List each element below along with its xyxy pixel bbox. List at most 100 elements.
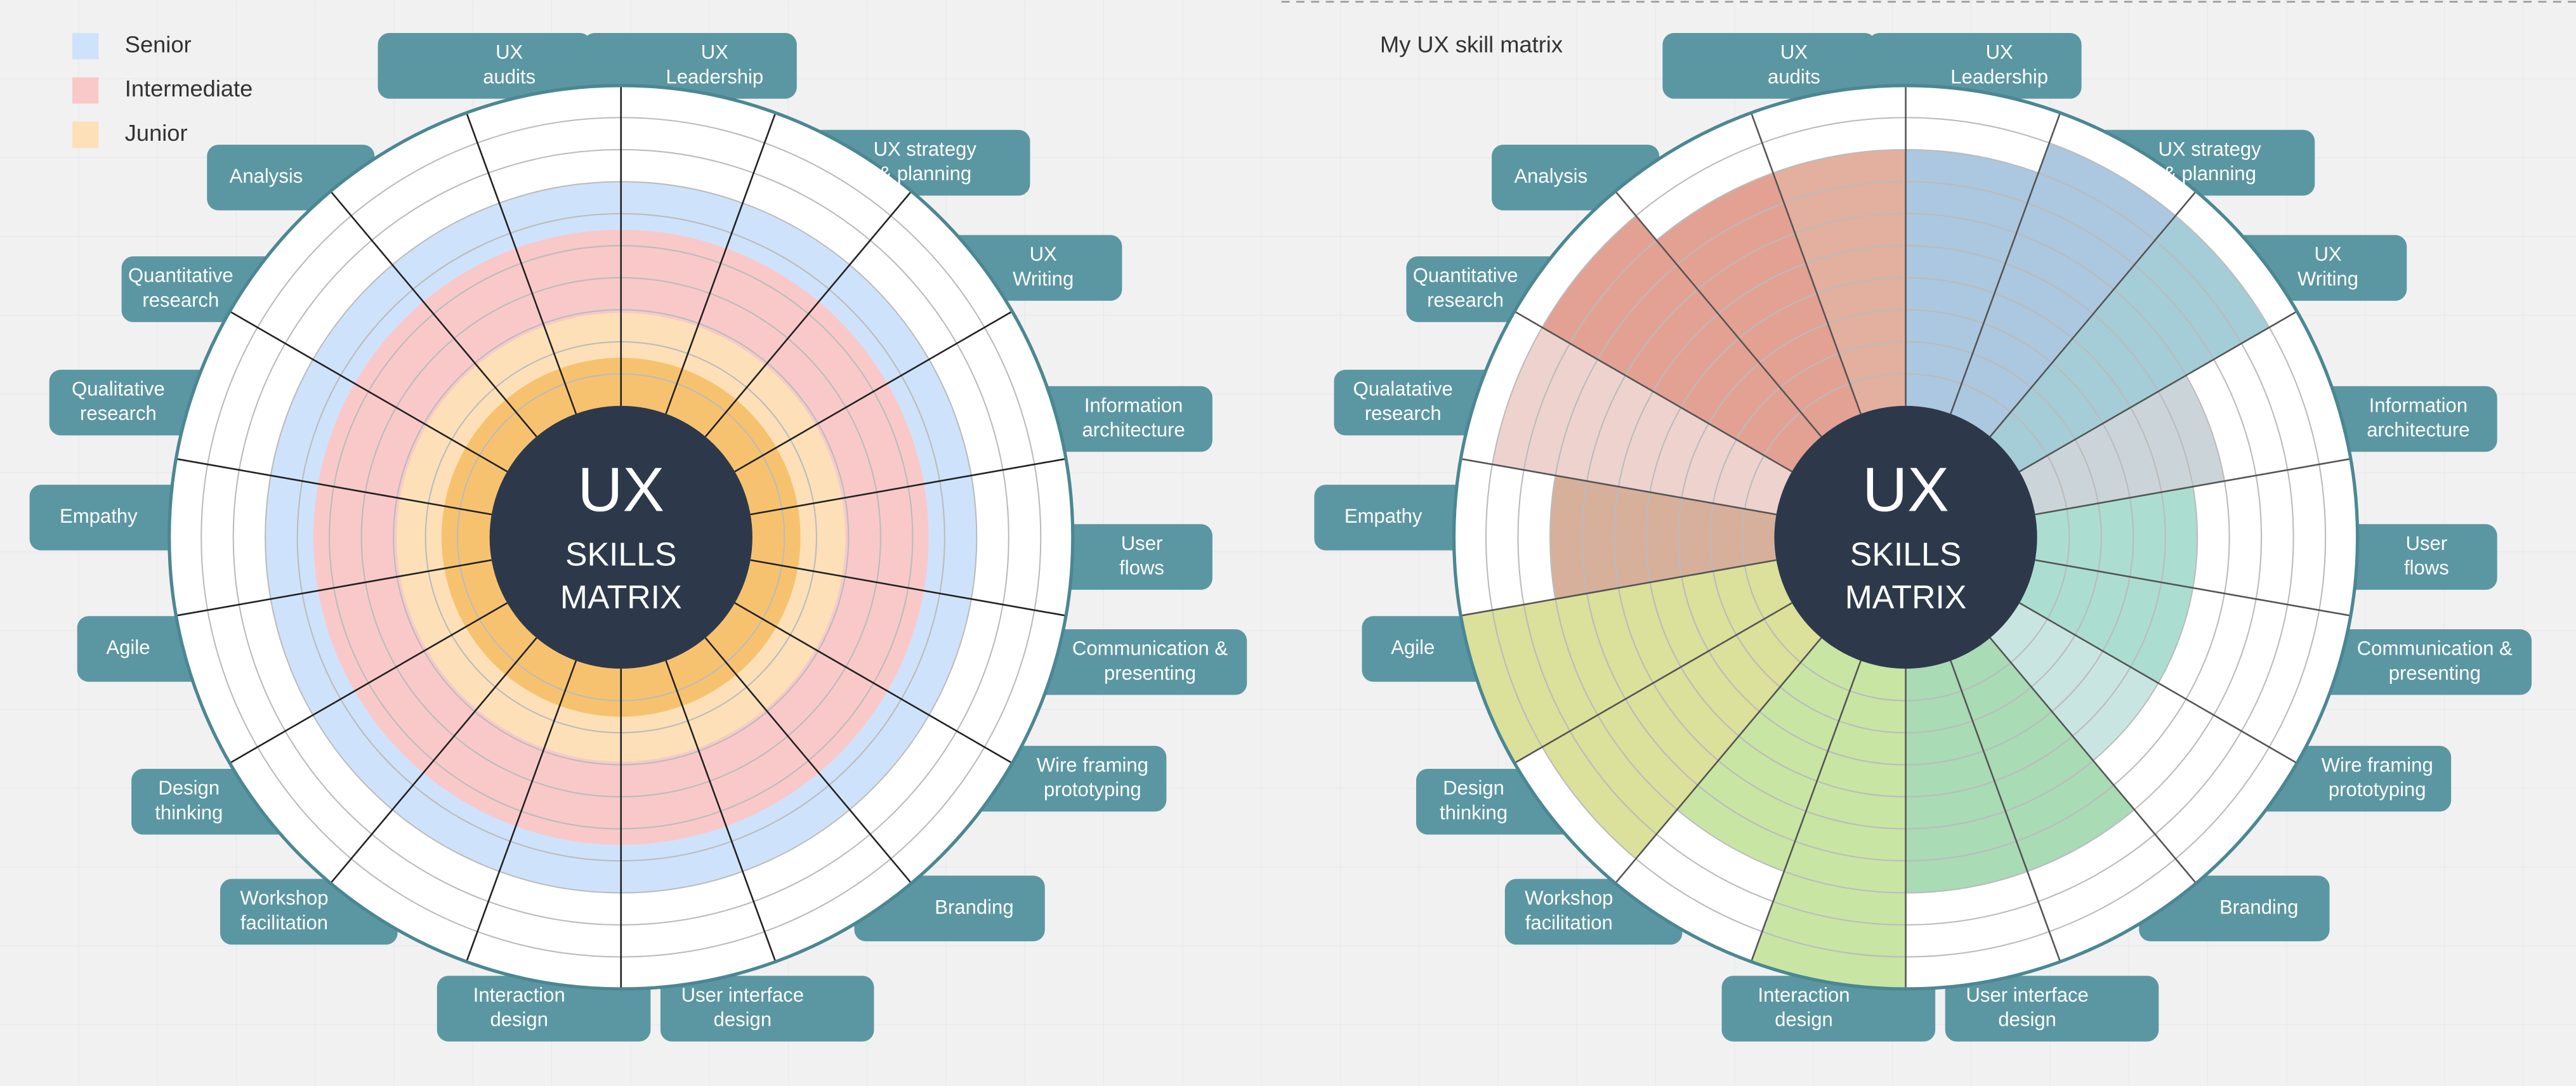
spoke <box>750 458 1067 516</box>
skill-label: design <box>1775 1009 1833 1031</box>
skill-level <box>2019 559 2193 683</box>
skill-label: Analysis <box>1514 165 1587 187</box>
hub-title: UX <box>577 455 664 525</box>
skill-label: User <box>1121 532 1163 554</box>
skill-level <box>1542 603 1822 859</box>
skill-box <box>1662 33 1876 99</box>
skill-label: design <box>714 1009 772 1031</box>
spoke <box>2019 310 2297 473</box>
spoke <box>229 602 508 764</box>
skill-label: Quantitative <box>128 265 233 287</box>
skill-label: Interaction <box>473 984 565 1006</box>
spoke <box>465 112 577 414</box>
skill-label: Empathy <box>1344 505 1423 527</box>
skill-box <box>1721 976 1936 1042</box>
skill-label: & planning <box>878 162 971 185</box>
skill-level <box>1905 660 2028 893</box>
skill-level <box>2019 375 2224 514</box>
skill-box <box>1945 976 2159 1042</box>
skill-level <box>1677 638 1861 872</box>
spoke <box>1514 602 1792 764</box>
skill-label: research <box>142 289 219 311</box>
board-title: My UX skill matrix <box>1380 31 1563 57</box>
skill-label: Writing <box>1013 268 1074 290</box>
spoke <box>330 190 537 438</box>
skill-label: User <box>2406 532 2448 554</box>
skill-box <box>378 33 592 99</box>
hub-line: MATRIX <box>560 579 682 615</box>
spoke <box>1950 112 2061 414</box>
skill-box <box>583 33 797 99</box>
skill-box <box>1868 33 2082 99</box>
skill-label: prototyping <box>2329 778 2426 801</box>
spoke <box>2019 602 2297 764</box>
skill-label: User interface <box>1966 984 2088 1006</box>
skill-label: audits <box>483 65 536 88</box>
skill-label: UX strategy <box>874 138 977 160</box>
skill-level <box>1950 143 2176 437</box>
skill-label: design <box>1998 1009 2056 1031</box>
skill-level <box>1990 603 2159 761</box>
skill-label: Information <box>2369 394 2468 416</box>
legend-label: Junior <box>125 120 188 146</box>
spoke <box>734 602 1013 764</box>
skill-level <box>2035 487 2198 588</box>
skill-label: Analysis <box>230 165 303 187</box>
skill-label: Interaction <box>1758 984 1850 1006</box>
skill-label: Empathy <box>60 505 138 527</box>
skill-box <box>969 745 1167 812</box>
spoke <box>1461 458 1777 516</box>
spoke <box>1614 637 1822 884</box>
spoke <box>176 458 492 516</box>
skill-label: UX strategy <box>2158 138 2261 160</box>
skill-label: thinking <box>155 801 223 823</box>
wheel-rim <box>1452 84 2360 991</box>
hub-line: SKILLS <box>1850 536 1962 573</box>
skill-label: thinking <box>1440 801 1508 823</box>
spoke <box>1750 660 1862 962</box>
skill-label: Workshop <box>240 887 328 909</box>
skill-label: Agile <box>106 636 150 658</box>
skill-label: Wire framing <box>1037 754 1148 776</box>
skill-label: presenting <box>1104 662 1196 684</box>
spoke <box>229 310 508 473</box>
skill-level <box>1542 216 1822 472</box>
spoke <box>2035 458 2351 516</box>
skill-box <box>2254 745 2452 812</box>
skill-label: presenting <box>2389 662 2481 684</box>
skill-label: UX <box>1780 41 1808 63</box>
spoke <box>1514 310 1792 473</box>
skill-level <box>1492 327 1792 514</box>
legend-swatch <box>72 121 99 148</box>
skill-label: Qualitative <box>72 377 165 400</box>
skill-label: UX <box>701 41 728 63</box>
skill-box <box>1004 629 1247 695</box>
skill-label: Design <box>1443 777 1504 799</box>
skill-label: research <box>1365 402 1442 424</box>
skill-box <box>437 976 651 1042</box>
skill-label: research <box>80 402 157 424</box>
skill-label: UX <box>1030 243 1057 265</box>
hub <box>1774 405 2037 669</box>
skill-label: prototyping <box>1044 778 1141 801</box>
spoke <box>704 190 912 438</box>
hub <box>489 405 752 669</box>
hub-title: UX <box>1862 455 1949 525</box>
skill-label: Communication & <box>2357 638 2513 660</box>
skill-label: audits <box>1768 65 1820 88</box>
legend-swatch <box>72 33 99 60</box>
skill-label: UX <box>2314 243 2341 265</box>
skill-level <box>1461 559 1792 763</box>
skill-label: flows <box>1119 557 1164 579</box>
skill-label: architecture <box>1082 419 1185 441</box>
skill-level <box>1950 638 2134 872</box>
skill-label: Agile <box>1391 636 1435 658</box>
legend-swatch <box>72 77 99 104</box>
skill-label: Leadership <box>666 65 763 88</box>
skill-level <box>1549 475 1777 599</box>
skill-label: Wire framing <box>2322 754 2433 776</box>
skill-box <box>2288 629 2532 695</box>
spoke <box>1950 660 2061 962</box>
